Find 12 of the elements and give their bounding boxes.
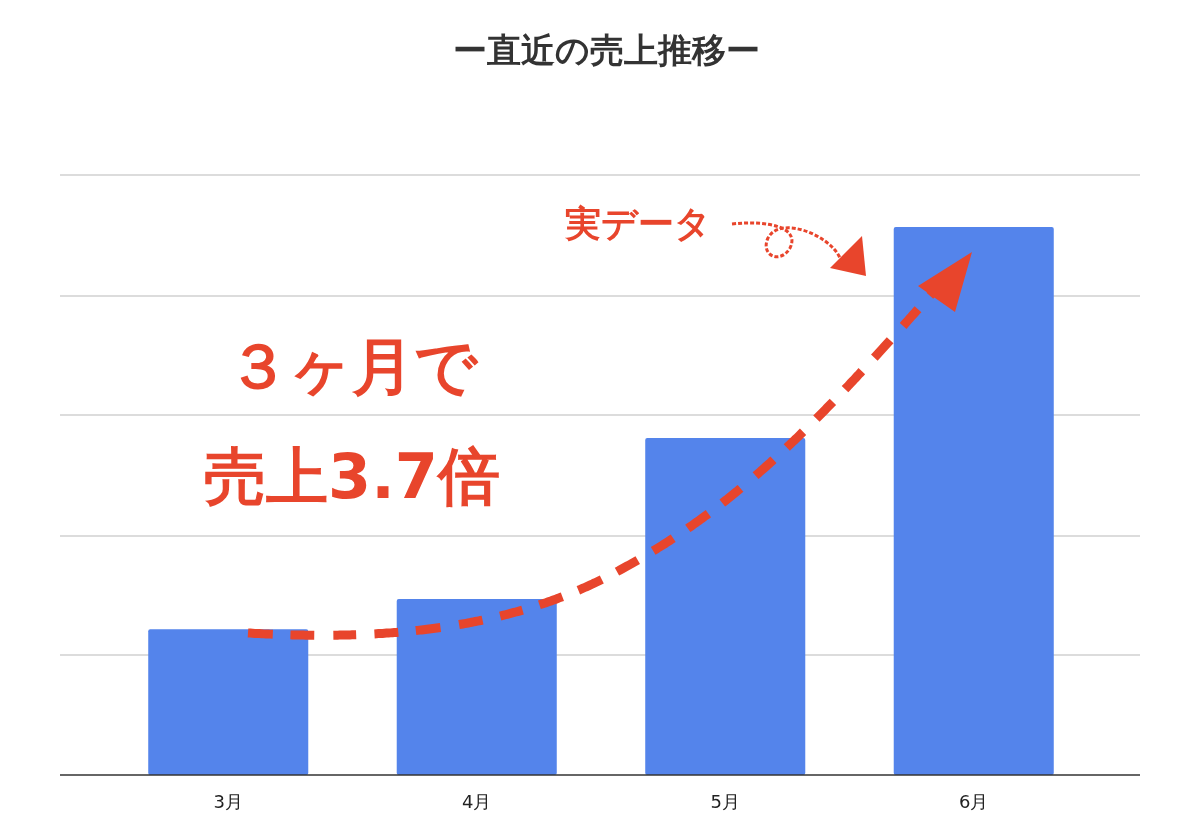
bar [645,437,806,775]
bar [396,599,557,775]
chart-title: ー直近の売上推移ー [452,30,760,70]
x-tick-label: 3月 [213,791,243,812]
annotation: 実データ [564,203,711,244]
x-tick-label: 6月 [959,791,989,812]
x-tick-label: 5月 [710,791,740,812]
annotation: ３ヶ月で [227,330,479,403]
bar [893,227,1054,775]
x-tick-label: 4月 [462,791,492,812]
bar [148,629,309,775]
annotation: 売上3.7倍 [204,440,500,513]
